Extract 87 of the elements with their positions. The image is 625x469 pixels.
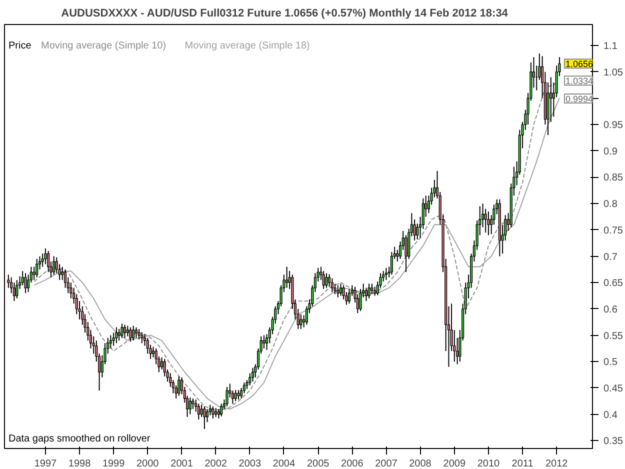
candlestick <box>118 328 120 342</box>
y-tick-label: 0.85 <box>604 172 624 184</box>
candlestick <box>192 398 194 410</box>
candlestick <box>487 210 490 236</box>
y-tick-label: 0.6 <box>604 304 618 316</box>
x-tick-label: 2004 <box>272 458 296 469</box>
y-tick-label: 1.05 <box>604 67 624 78</box>
text: Moving average (Simple 18) <box>184 40 310 52</box>
y-tick-label: 0.55 <box>604 330 624 342</box>
candlestick <box>384 267 388 280</box>
candlestick <box>339 283 342 296</box>
candlestick <box>36 258 38 278</box>
candlestick <box>188 396 192 415</box>
y-tick-label: 1.1 <box>604 41 618 52</box>
candlestick <box>300 314 302 330</box>
candlestick <box>370 283 374 295</box>
candlestick <box>115 326 118 344</box>
candlestick <box>140 332 144 344</box>
candlestick <box>550 76 552 122</box>
candlestick <box>129 326 132 342</box>
candlestick <box>21 270 24 286</box>
candlestick <box>138 328 140 340</box>
candlestick <box>52 256 56 276</box>
candlestick <box>368 283 370 299</box>
x-tick-label: 2011 <box>512 458 534 469</box>
candlestick <box>252 367 254 382</box>
candlestick <box>325 272 328 288</box>
candlestick <box>123 324 126 338</box>
candlestick <box>120 323 124 338</box>
x-tick-label: 2002 <box>204 458 228 469</box>
candlestick <box>220 403 223 417</box>
x-tick-label: 2006 <box>341 458 364 469</box>
candlestick <box>197 403 200 420</box>
x-tick-label: 2000 <box>136 458 160 469</box>
x-tick-label: 2001 <box>170 458 194 469</box>
x-tick-label: 2010 <box>477 458 500 469</box>
annotation: 1.0656 <box>565 59 593 70</box>
annotation: 1.0334 <box>565 76 593 86</box>
candlestick <box>226 386 228 407</box>
candlestick <box>336 284 340 298</box>
x-tick-label: 2003 <box>238 458 262 469</box>
candlestick <box>348 288 351 304</box>
candlestick <box>234 390 237 402</box>
candlestick <box>44 248 47 265</box>
candlestick <box>178 376 180 396</box>
x-tick-label: 1999 <box>102 458 126 469</box>
candlestick <box>126 325 129 337</box>
candlestick <box>237 390 240 400</box>
text: Price <box>8 40 32 52</box>
annotation: Data gaps smoothed on rollover <box>8 434 151 444</box>
x-tick-label: 2012 <box>545 458 568 469</box>
y-tick-label: 0.5 <box>604 357 618 368</box>
x-tick-label: 1998 <box>68 458 92 469</box>
candlestick <box>322 270 325 290</box>
candlestick <box>364 287 368 302</box>
candlestick <box>217 408 220 419</box>
candlestick <box>404 234 408 273</box>
candlestick <box>396 249 399 262</box>
x-tick-label: 1997 <box>34 458 58 469</box>
y-tick-label: 0.65 <box>604 278 624 290</box>
y-tick-label: 0.95 <box>604 120 624 132</box>
y-tick-label: 0.9 <box>604 146 618 158</box>
candlestick <box>152 346 155 358</box>
y-tick-label: 0.35 <box>604 436 624 448</box>
y-tick-label: 0.7 <box>604 252 618 263</box>
candlestick <box>212 406 214 419</box>
candlestick <box>32 266 36 280</box>
candlestick <box>132 325 135 342</box>
y-tick-label: 0.8 <box>604 199 618 210</box>
candlestick <box>262 334 266 349</box>
x-tick-label: 2009 <box>443 458 466 469</box>
candlestick <box>16 279 18 299</box>
candlestick <box>134 326 138 338</box>
chart-title: AUDUSDXXXX - AUD/USD Full0312 Future 1.0656 (+0.57%) Monthly 14 Feb 2012 18:34 <box>61 8 509 20</box>
candlestick <box>203 406 206 430</box>
x-tick-label: 2008 <box>409 458 432 469</box>
x-tick-label: 2007 <box>375 458 398 469</box>
candlestick <box>24 272 27 294</box>
y-tick-label: 0.4 <box>604 410 618 421</box>
text: Moving average (Simple 10) <box>41 40 166 52</box>
candlestick <box>286 266 288 288</box>
annotation: 0.9994 <box>565 94 593 104</box>
x-tick-label: 2005 <box>306 458 330 469</box>
candlestick <box>330 278 334 293</box>
y-tick-label: 0.75 <box>604 225 624 236</box>
candlestick <box>200 404 203 418</box>
y-tick-label: 0.45 <box>604 383 624 394</box>
